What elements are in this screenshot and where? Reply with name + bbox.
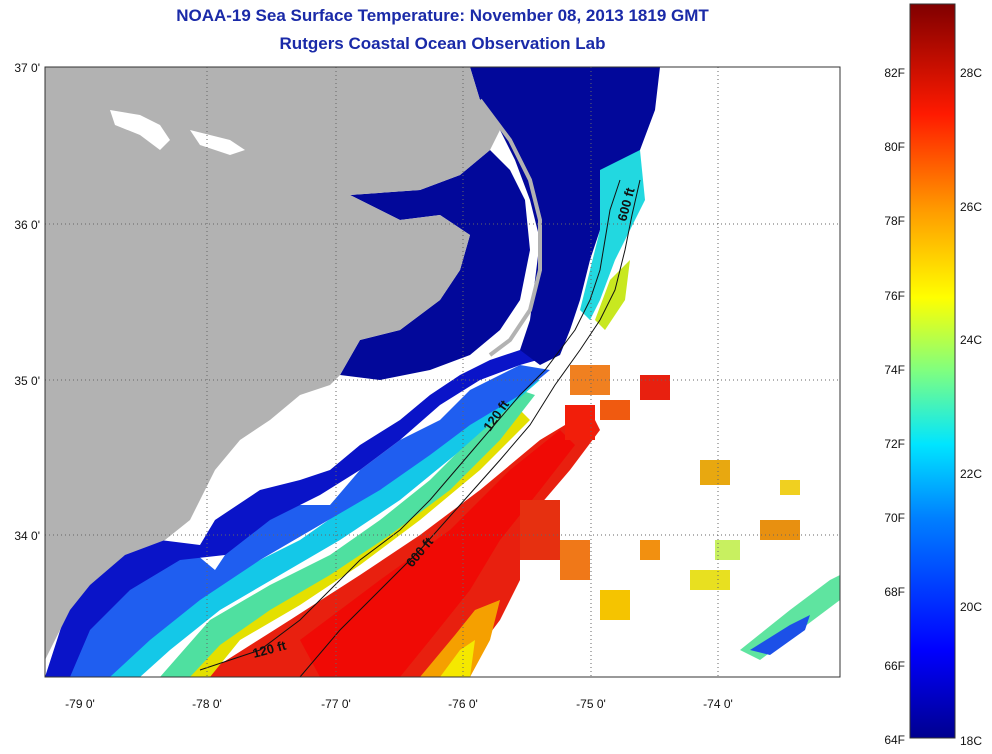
cbar-f-70: 70F	[884, 511, 905, 525]
southeast-cold-filament	[740, 575, 840, 660]
warm-yellow-edge	[440, 640, 475, 677]
map-subtitle: Rutgers Coastal Ocean Observation Lab	[279, 34, 606, 53]
cbar-c-28: 28C	[960, 66, 982, 80]
barrier-islands	[478, 98, 542, 357]
graticule	[45, 67, 840, 677]
lon-label-76: -76 0'	[448, 697, 478, 711]
cbar-c-20: 20C	[960, 600, 982, 614]
temperature-colorbar: 82F 80F 78F 76F 74F 72F 70F 68F 66F 64F …	[884, 3, 982, 748]
southeast-blue-filament	[750, 615, 810, 655]
lat-label-34: 34 0'	[14, 529, 40, 543]
cbar-f-80: 80F	[884, 140, 905, 154]
map-area	[45, 67, 840, 677]
depth-contour-600ft	[299, 179, 641, 677]
gulf-stream-core	[300, 430, 575, 677]
cbar-f-64: 64F	[884, 733, 905, 747]
latitude-axis: 37 0' 36 0' 35 0' 34 0'	[14, 61, 40, 543]
cbar-f-72: 72F	[884, 437, 905, 451]
depth-contour-120ft	[199, 179, 621, 671]
cbar-c-24: 24C	[960, 333, 982, 347]
warm-orange-edge	[420, 600, 500, 677]
shelf-green-water	[160, 390, 535, 677]
shelf-blue-water	[60, 365, 550, 677]
cbar-f-78: 78F	[884, 214, 905, 228]
cbar-f-82: 82F	[884, 66, 905, 80]
cbar-f-68: 68F	[884, 585, 905, 599]
inland-lake-east	[190, 130, 245, 155]
lon-label-79: -79 0'	[65, 697, 95, 711]
lat-label-37: 37 0'	[14, 61, 40, 75]
gulf-stream-warm-water	[200, 410, 600, 677]
colorbar-gradient	[909, 3, 956, 739]
lat-label-36: 36 0'	[14, 218, 40, 232]
lat-label-35: 35 0'	[14, 374, 40, 388]
land-mass	[45, 67, 500, 660]
map-title: NOAA-19 Sea Surface Temperature: Novembe…	[176, 6, 709, 25]
lon-label-74: -74 0'	[703, 697, 733, 711]
colorbar-fahrenheit-labels: 82F 80F 78F 76F 74F 72F 70F 68F 66F 64F	[884, 66, 905, 747]
lon-label-78: -78 0'	[192, 697, 222, 711]
cbar-c-26: 26C	[960, 200, 982, 214]
lon-label-77: -77 0'	[321, 697, 351, 711]
cbar-f-66: 66F	[884, 659, 905, 673]
inland-lake	[110, 110, 170, 150]
colorbar-celsius-labels: 28C 26C 24C 22C 20C 18C	[960, 66, 982, 748]
offshore-cyan-patch	[580, 150, 645, 320]
lon-label-75: -75 0'	[576, 697, 606, 711]
cbar-c-22: 22C	[960, 467, 982, 481]
cbar-f-76: 76F	[884, 289, 905, 303]
map-frame	[44, 66, 841, 678]
offshore-sst-pixels	[520, 365, 800, 620]
northern-cold-water	[470, 67, 660, 365]
cbar-f-74: 74F	[884, 363, 905, 377]
pamlico-sound-water	[340, 150, 530, 380]
longitude-axis: -79 0' -78 0' -77 0' -76 0' -75 0' -74 0…	[65, 697, 733, 711]
cbar-c-18: 18C	[960, 734, 982, 748]
